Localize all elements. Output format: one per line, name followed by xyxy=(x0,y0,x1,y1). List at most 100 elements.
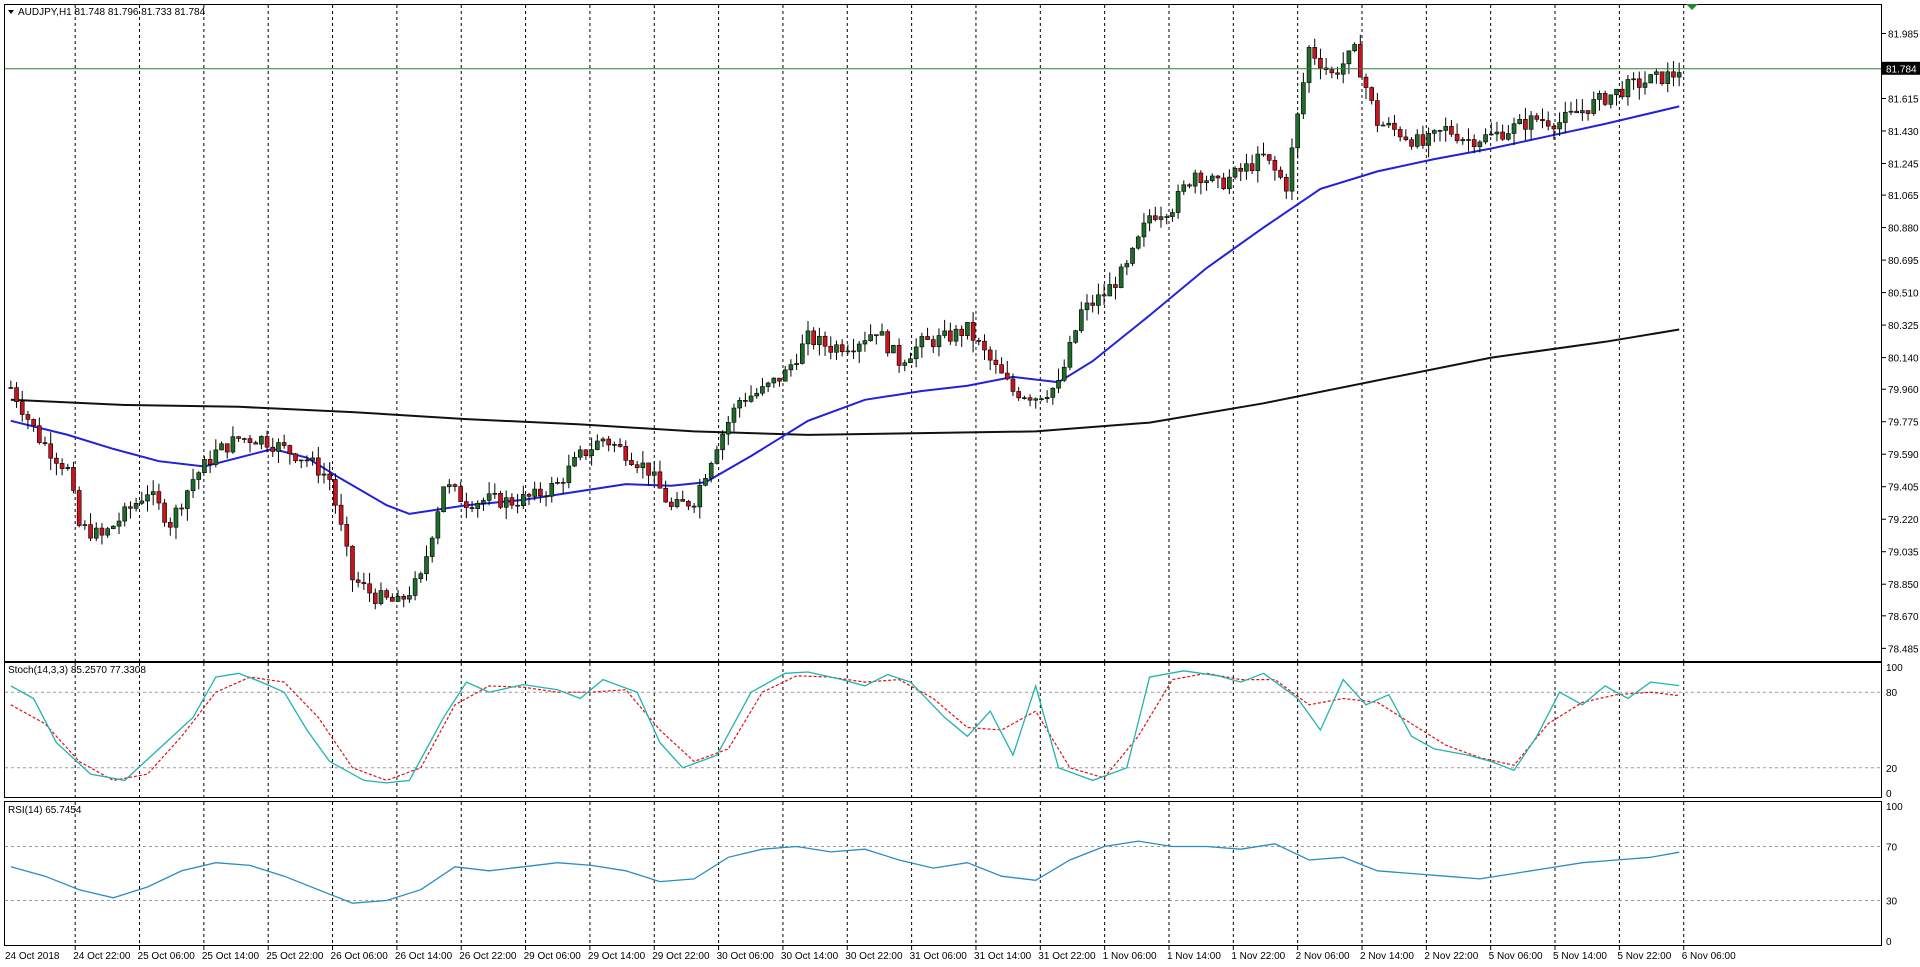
bearish-candle xyxy=(25,414,31,420)
bullish-candle xyxy=(259,436,264,445)
bullish-candle xyxy=(321,473,327,476)
bearish-candle xyxy=(8,387,14,389)
bearish-candle xyxy=(1198,172,1204,184)
bearish-candle xyxy=(1187,184,1192,187)
bullish-candle xyxy=(1170,212,1175,217)
bullish-candle xyxy=(1608,94,1614,105)
main-header: AUDJPY,H1 81.748 81.796 81.733 81.784 xyxy=(18,7,206,18)
bearish-candle xyxy=(1574,110,1579,114)
bullish-candle xyxy=(412,578,418,596)
bearish-candle xyxy=(634,464,640,469)
bearish-candle xyxy=(37,425,42,443)
bullish-candle xyxy=(612,444,617,446)
bullish-candle xyxy=(532,488,537,497)
bearish-candle xyxy=(1540,119,1545,122)
stoch-header: Stoch(14,3,3) 85.2570 77.3308 xyxy=(8,665,146,676)
bearish-candle xyxy=(1238,167,1244,172)
bearish-candle xyxy=(646,462,651,476)
bearish-candle xyxy=(264,436,270,448)
bearish-candle xyxy=(663,487,668,503)
bullish-candle xyxy=(640,462,646,469)
bullish-candle xyxy=(173,507,179,528)
main-panel-frame xyxy=(4,4,1882,662)
bullish-candle xyxy=(1306,47,1312,83)
bullish-candle xyxy=(1124,263,1130,268)
bearish-candle xyxy=(543,495,549,498)
bullish-candle xyxy=(424,556,429,575)
bearish-candle xyxy=(304,459,310,462)
bullish-candle xyxy=(276,442,281,452)
bearish-candle xyxy=(743,400,748,402)
bullish-candle xyxy=(441,486,446,513)
bullish-candle xyxy=(1432,130,1437,134)
bullish-candle xyxy=(919,336,925,348)
bearish-candle xyxy=(669,501,674,507)
bearish-candle xyxy=(88,524,93,539)
bullish-candle xyxy=(116,520,122,527)
bullish-candle xyxy=(145,494,150,502)
bullish-candle xyxy=(674,499,680,507)
stoch-level-label: 20 xyxy=(1886,764,1898,775)
bearish-candle xyxy=(526,494,532,497)
bullish-candle xyxy=(1597,93,1602,100)
time-tick-label: 24 Oct 2018 xyxy=(5,951,60,962)
bearish-candle xyxy=(247,438,253,443)
price-tick-label: 79.405 xyxy=(1888,483,1919,494)
bearish-candle xyxy=(1523,118,1528,130)
bullish-candle xyxy=(1244,163,1249,172)
bearish-candle xyxy=(657,471,663,489)
bullish-candle xyxy=(1301,82,1306,115)
stoch-panel-frame xyxy=(4,662,1882,798)
bullish-candle xyxy=(1631,78,1636,81)
bearish-candle xyxy=(1392,122,1397,130)
collapse-triangle-icon[interactable] xyxy=(8,10,14,14)
bearish-candle xyxy=(1004,372,1010,380)
bullish-candle xyxy=(1056,380,1061,389)
time-tick-label: 29 Oct 14:00 xyxy=(588,951,646,962)
time-tick-label: 2 Nov 06:00 xyxy=(1296,951,1350,962)
time-tick-label: 26 Oct 22:00 xyxy=(459,951,517,962)
bearish-candle xyxy=(851,350,856,353)
bearish-candle xyxy=(207,459,213,465)
bearish-candle xyxy=(1585,110,1591,114)
bullish-candle xyxy=(1147,215,1152,224)
price-tick-label: 79.220 xyxy=(1888,515,1919,526)
current-price-label: 81.784 xyxy=(1886,64,1917,75)
price-tick-label: 80.695 xyxy=(1888,256,1919,267)
time-axis: 24 Oct 2018 24 Oct 22:00 25 Oct 06:00 25 Oc… xyxy=(5,946,1736,962)
bearish-candle xyxy=(885,331,891,354)
bearish-candle xyxy=(959,328,965,336)
bullish-candle xyxy=(856,343,862,352)
bullish-candle xyxy=(1477,141,1483,147)
time-tick-label: 30 Oct 14:00 xyxy=(781,951,839,962)
moving-averages xyxy=(10,105,1680,515)
bullish-candle xyxy=(805,330,811,345)
bearish-candle xyxy=(469,507,475,509)
bullish-candle xyxy=(1033,398,1039,401)
bullish-candle xyxy=(862,340,868,345)
bearish-candle xyxy=(316,457,321,476)
stoch-main-line xyxy=(10,670,1680,784)
bearish-candle xyxy=(498,492,503,508)
bearish-candle xyxy=(1551,125,1557,130)
bearish-candle xyxy=(1534,115,1540,120)
bearish-candle xyxy=(1397,129,1403,138)
bullish-candle xyxy=(1078,309,1084,331)
bearish-candle xyxy=(1449,126,1454,135)
bullish-candle xyxy=(555,482,560,484)
bullish-candle xyxy=(1084,302,1090,311)
bearish-candle xyxy=(71,467,76,491)
bearish-candle xyxy=(458,486,463,502)
bearish-candle xyxy=(1335,72,1340,75)
bullish-candle xyxy=(817,335,822,346)
price-tick-label: 79.035 xyxy=(1888,548,1919,559)
bearish-candle xyxy=(162,502,167,523)
bearish-candle xyxy=(999,364,1004,374)
bearish-candle xyxy=(355,579,361,583)
alert-arrow-icon xyxy=(1686,4,1698,10)
bullish-candle xyxy=(122,506,128,522)
rsi-level-label: 100 xyxy=(1886,802,1903,813)
bearish-candle xyxy=(617,444,623,447)
bearish-candle xyxy=(1249,163,1255,172)
